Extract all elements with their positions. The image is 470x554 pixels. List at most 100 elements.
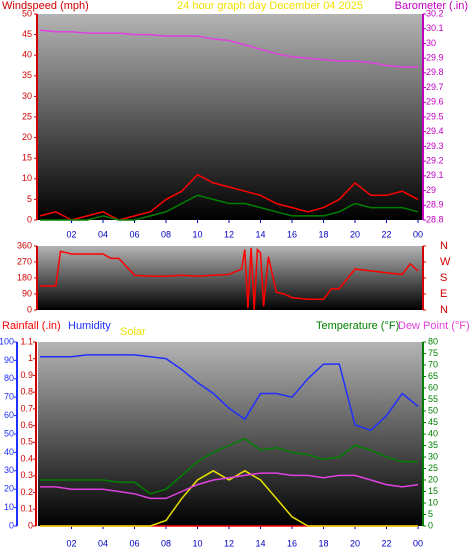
y2-tick-label: 29.2 — [426, 156, 444, 166]
y3-tick-label: 0 — [28, 520, 33, 530]
y3-tick-label: 0.6 — [20, 420, 33, 430]
x-tick-label: 08 — [161, 538, 171, 548]
y2-tick-label: 5 — [428, 509, 433, 519]
y2-tick-label: 60 — [428, 382, 438, 392]
x-tick-label: 12 — [224, 229, 234, 239]
y-tick-label: 10 — [22, 173, 32, 183]
y2-tick-label: 45 — [428, 417, 438, 427]
x-tick-label: 14 — [255, 229, 265, 239]
y3-tick-label: 0.4 — [20, 453, 33, 463]
y-tick-label: 90 — [4, 355, 14, 365]
x-tick-label: 10 — [192, 229, 202, 239]
y2-tick-label: 20 — [428, 474, 438, 484]
y-tick-label: 90 — [22, 288, 32, 298]
x-tick-label: 12 — [224, 538, 234, 548]
y3-tick-label: 0.1 — [20, 504, 33, 514]
y3-tick-label: 0.2 — [20, 487, 33, 497]
y-tick-label: 15 — [22, 153, 32, 163]
y-tick-label: 40 — [4, 447, 14, 457]
y-tick-label: 40 — [22, 50, 32, 60]
y2-tick-label: 65 — [428, 371, 438, 381]
x-tick-label: 08 — [161, 229, 171, 239]
y-tick-label: 0 — [27, 304, 32, 314]
y2-tick-label: N — [440, 304, 448, 316]
y2-tick-label: 29.5 — [426, 111, 444, 121]
plot-background — [38, 14, 422, 220]
y2-tick-label: 50 — [428, 405, 438, 415]
y-tick-label: 50 — [22, 8, 32, 18]
x-tick-label: 00 — [413, 538, 423, 548]
y2-tick-label: 0 — [428, 520, 433, 530]
x-tick-label: 10 — [192, 538, 202, 548]
chart-title: 24 hour graph day December 04 2025 — [177, 0, 363, 12]
series-line — [40, 194, 419, 221]
series-line — [40, 354, 419, 432]
y-tick-label: 70 — [4, 392, 14, 402]
y3-tick-label: 1.1 — [20, 336, 33, 346]
y3-tick-label: 1 — [28, 353, 33, 363]
y2-tick-label: 28.9 — [426, 200, 444, 210]
x-tick-label: 16 — [287, 538, 297, 548]
y3-tick-label: 0.3 — [20, 470, 33, 480]
legend-entry: Dew Point (°F) — [398, 320, 470, 332]
plot-background — [38, 246, 422, 310]
x-tick-label: 02 — [66, 538, 76, 548]
y2-tick-label: 30.1 — [426, 23, 444, 33]
x-tick-label: 04 — [98, 229, 108, 239]
y2-tick-label: 30 — [428, 451, 438, 461]
y2-tick-label: 25 — [428, 463, 438, 473]
y2-tick-label: 29.1 — [426, 170, 444, 180]
x-tick-label: 16 — [287, 229, 297, 239]
y2-tick-label: 28.8 — [426, 214, 444, 224]
x-tick-label: 04 — [98, 538, 108, 548]
legend-entry: Rainfall (.in) — [2, 320, 61, 332]
series-line — [39, 29, 418, 68]
x-tick-label: 22 — [381, 538, 391, 548]
y2-axis-label: Barometer (.in) — [395, 0, 468, 12]
x-tick-label: 06 — [129, 538, 139, 548]
x-tick-label: 22 — [381, 229, 391, 239]
y-tick-label: 35 — [22, 70, 32, 80]
y2-tick-label: 29.6 — [426, 97, 444, 107]
x-tick-label: 20 — [350, 229, 360, 239]
y-tick-label: 270 — [17, 256, 32, 266]
y-tick-label: 20 — [22, 132, 32, 142]
x-tick-label: 18 — [318, 538, 328, 548]
plot-background — [38, 342, 422, 526]
x-tick-label: 06 — [129, 229, 139, 239]
y-tick-label: 25 — [22, 111, 32, 121]
y3-tick-label: 0.5 — [20, 437, 33, 447]
y-tick-label: 30 — [22, 91, 32, 101]
y-tick-label: 0 — [27, 214, 32, 224]
y2-tick-label: 35 — [428, 440, 438, 450]
y-tick-label: 60 — [4, 410, 14, 420]
y2-tick-label: 29.4 — [426, 126, 444, 136]
y2-tick-label: 40 — [428, 428, 438, 438]
y2-tick-label: 75 — [428, 348, 438, 358]
x-tick-label: 02 — [66, 229, 76, 239]
y2-tick-label: W — [440, 256, 451, 268]
y2-tick-label: 29.3 — [426, 141, 444, 151]
y2-tick-label: 29.8 — [426, 67, 444, 77]
legend-entry: Solar — [120, 326, 146, 338]
legend-entry: Humidity — [68, 320, 111, 332]
y2-tick-label: 15 — [428, 486, 438, 496]
y2-tick-label: 29.7 — [426, 82, 444, 92]
x-tick-label: 00 — [413, 229, 423, 239]
series-line — [40, 472, 419, 500]
y-tick-label: 10 — [4, 502, 14, 512]
series-line — [40, 469, 418, 527]
y3-tick-label: 0.7 — [20, 403, 33, 413]
x-tick-label: 18 — [318, 229, 328, 239]
y2-tick-label: N — [440, 240, 448, 252]
y2-tick-label: S — [440, 272, 447, 284]
legend-entry: Temperature (°F) — [316, 320, 399, 332]
y2-tick-label: 30 — [426, 38, 436, 48]
y2-tick-label: 70 — [428, 359, 438, 369]
y-tick-label: 30 — [4, 465, 14, 475]
y2-tick-label: 55 — [428, 394, 438, 404]
y3-tick-label: 0.8 — [20, 387, 33, 397]
y2-tick-label: 29.9 — [426, 53, 444, 63]
